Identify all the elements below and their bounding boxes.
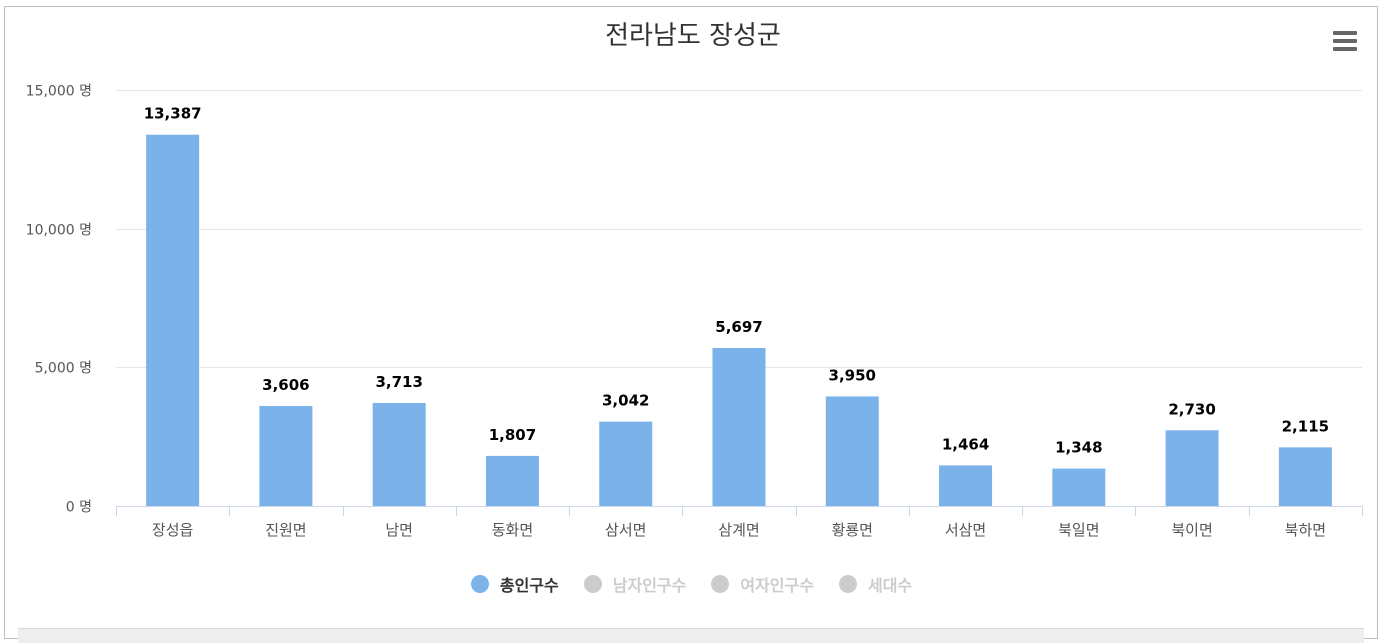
x-tick-label: 남면 [385, 521, 413, 539]
chart-frame [4, 6, 1378, 639]
bar-북하면[interactable] [1278, 447, 1332, 506]
data-label: 3,042 [602, 392, 649, 410]
bar-황룡면[interactable] [825, 396, 879, 506]
y-tick-label: 5,000 명 [35, 361, 92, 377]
bar-삼서면[interactable] [599, 421, 653, 506]
legend-marker-icon [838, 575, 857, 593]
horizontal-scrollbar-strip[interactable] [18, 628, 1364, 643]
legend-item[interactable]: 남자인구수 [583, 572, 687, 596]
x-tick-label: 북이면 [1171, 521, 1212, 539]
x-tick-label: 북일면 [1058, 521, 1099, 539]
legend-marker-icon [583, 575, 602, 593]
bar-서삼면[interactable] [939, 465, 993, 506]
legend-label: 총인구수 [499, 576, 559, 595]
legend-label: 세대수 [867, 576, 913, 595]
bar-북일면[interactable] [1052, 468, 1106, 506]
legend-item[interactable]: 여자인구수 [711, 572, 814, 596]
data-label: 1,348 [1055, 439, 1102, 457]
data-label: 1,807 [489, 426, 536, 444]
bars [146, 134, 1332, 506]
x-tick-label: 장성읍 [152, 521, 193, 539]
legend-label: 남자인구수 [612, 576, 687, 595]
x-tick-label: 황룡면 [832, 521, 873, 539]
legend-label: 여자인구수 [740, 576, 814, 595]
data-label: 3,606 [262, 376, 309, 394]
data-label: 5,697 [715, 318, 762, 336]
bar-장성읍[interactable] [146, 134, 200, 506]
data-label: 13,387 [144, 105, 202, 123]
x-tick-label: 동화면 [492, 521, 533, 539]
y-tick-label: 10,000 명 [26, 223, 92, 239]
x-tick-label: 삼계면 [718, 521, 759, 539]
legend-marker-icon [711, 575, 730, 593]
chart-legend: 총인구수 남자인구수 여자인구수 세대수 [0, 570, 1382, 598]
legend-item[interactable]: 세대수 [838, 572, 913, 596]
data-label: 3,950 [829, 366, 876, 384]
x-tick-label: 북하면 [1285, 521, 1326, 539]
legend-marker-icon [470, 575, 489, 593]
bar-남면[interactable] [372, 403, 426, 506]
data-label: 2,115 [1282, 417, 1329, 435]
x-tick-label: 진원면 [265, 521, 306, 539]
legend-item[interactable]: 총인구수 [470, 572, 559, 596]
x-tick-label: 삼서면 [605, 521, 646, 539]
bar-삼계면[interactable] [712, 348, 766, 506]
bar-진원면[interactable] [259, 405, 313, 506]
hamburger-menu-icon[interactable] [1330, 28, 1360, 54]
y-tick-label: 0 명 [66, 500, 92, 516]
data-label: 2,730 [1168, 400, 1215, 418]
x-tick-label: 서삼면 [945, 521, 986, 539]
bar-북이면[interactable] [1165, 430, 1219, 506]
y-tick-label: 15,000 명 [26, 84, 92, 100]
data-label: 3,713 [375, 373, 422, 391]
data-labels: 13,387 3,606 3,713 1,807 3,042 5,697 3,950 1,46… [144, 105, 1329, 457]
bar-동화면[interactable] [485, 455, 539, 506]
chart-title: 전라남도 장성군 [605, 21, 781, 51]
data-label: 1,464 [942, 435, 989, 453]
